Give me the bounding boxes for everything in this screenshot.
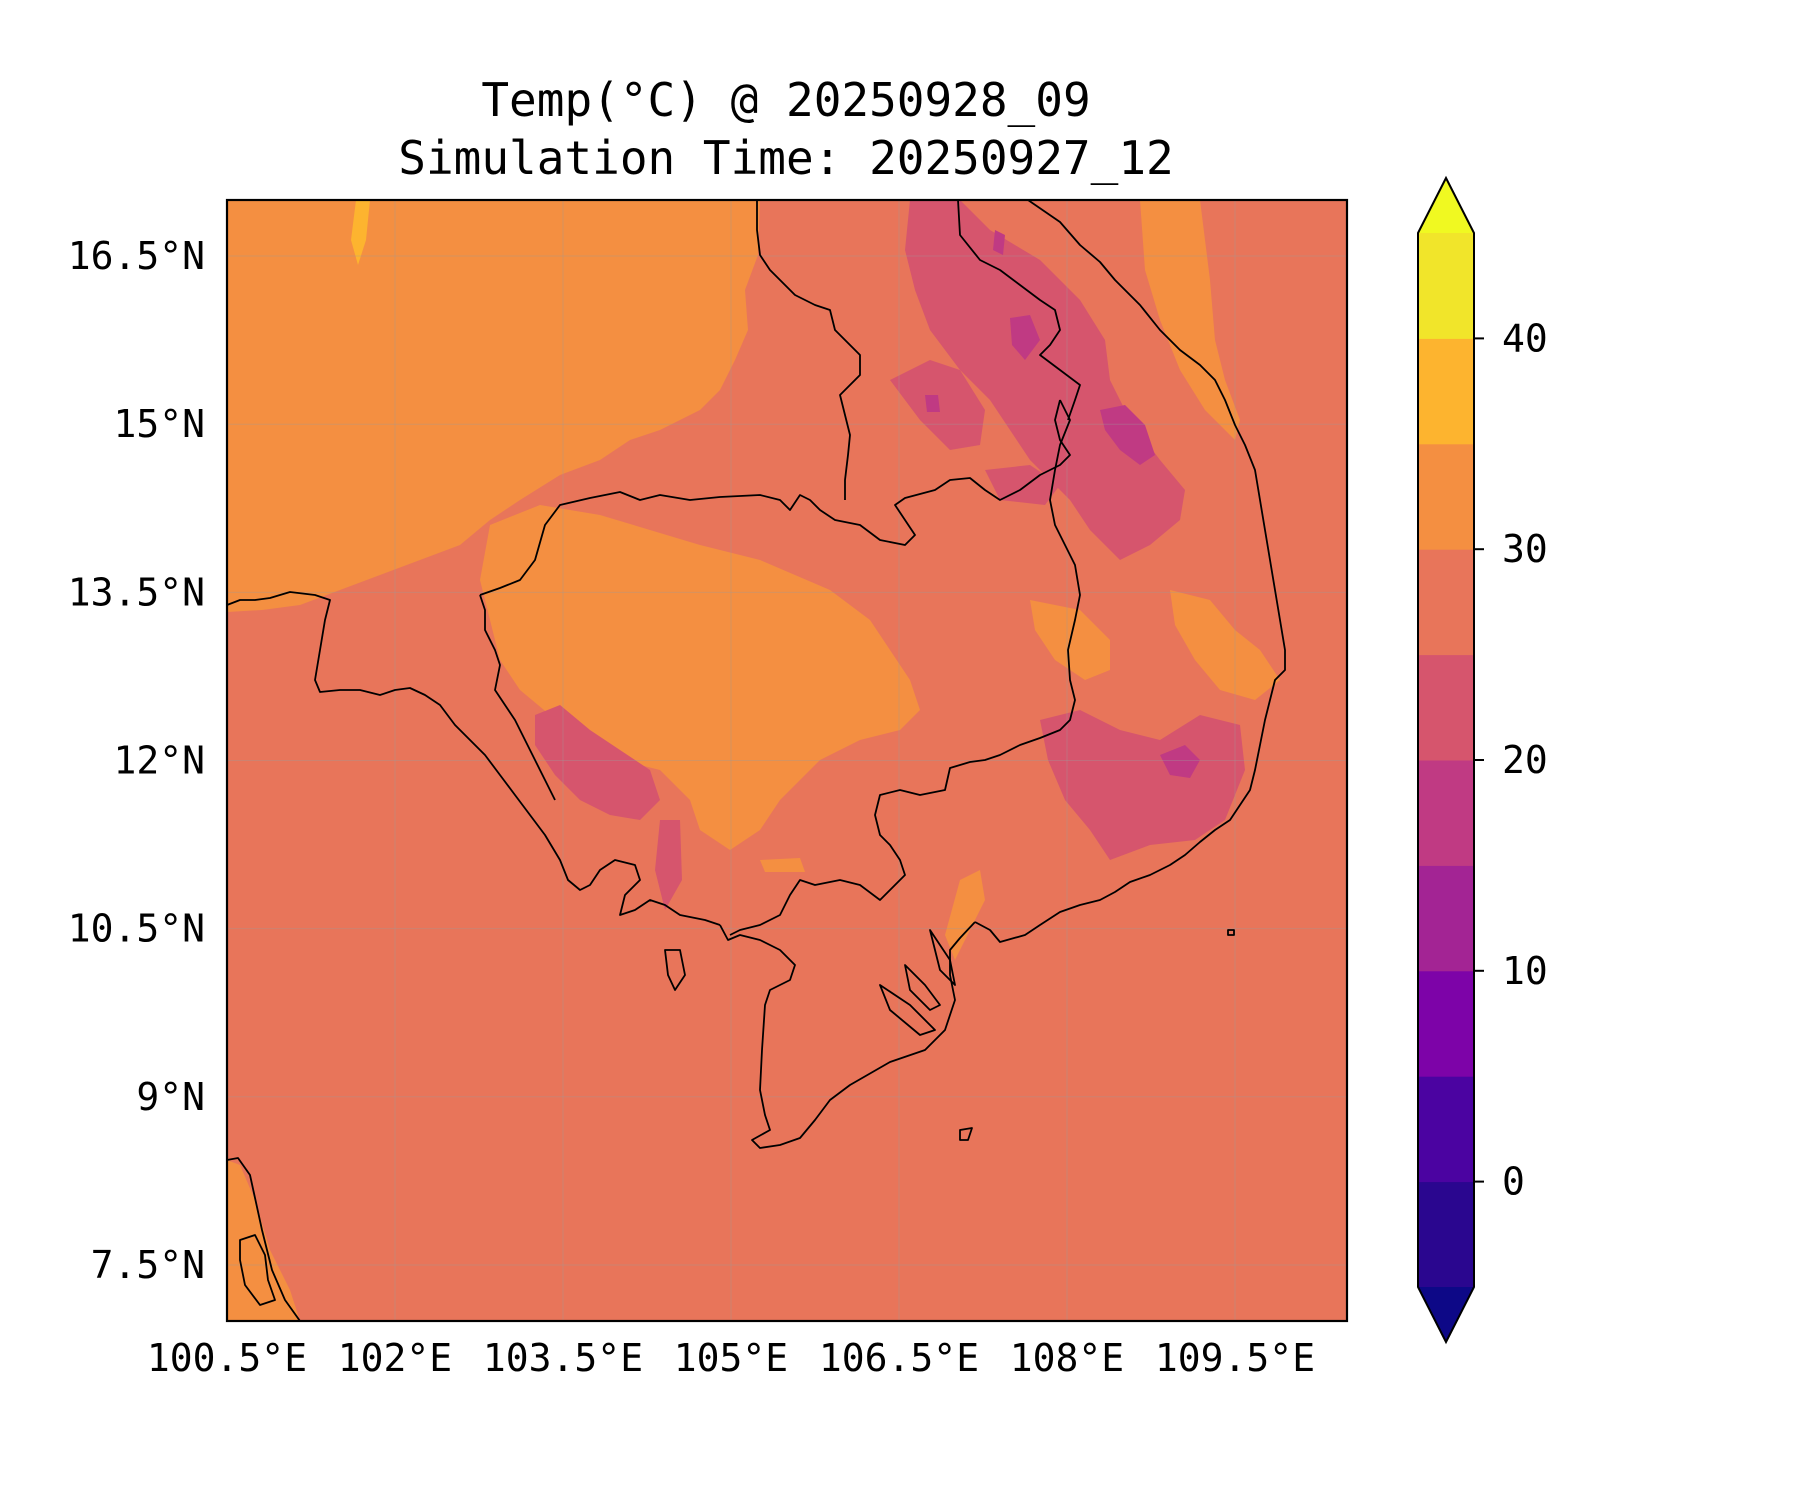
colorbar-bin — [1418, 654, 1474, 761]
colorbar-bin — [1418, 865, 1474, 972]
colorbar-bin — [1418, 233, 1474, 339]
y-tick-label: 16.5°N — [68, 234, 205, 278]
longitude-axis: 100.5°E 102°E 103.5°E 105°E 106.5°E 108°E 109.… — [147, 1336, 1315, 1380]
contour-20-25 — [535, 200, 1245, 910]
colorbar-bin — [1418, 338, 1474, 445]
colorbar-outline — [1417, 175, 1475, 1345]
x-tick-label: 109.5°E — [1155, 1336, 1315, 1380]
colorbar-tick-label: 20 — [1502, 738, 1548, 782]
colorbar-tick-label: 0 — [1502, 1160, 1525, 1204]
x-tick-label: 102°E — [338, 1336, 452, 1380]
colorbar-bin — [1418, 443, 1474, 550]
y-tick-label: 10.5°N — [68, 907, 205, 951]
y-tick-label: 12°N — [113, 739, 205, 783]
coastlines-and-borders — [227, 200, 1286, 1321]
map-frame — [225, 198, 1349, 1323]
map-panel — [227, 200, 1347, 1321]
colorbar-extend-max — [1418, 178, 1474, 233]
colorbar-tick-label: 40 — [1502, 316, 1548, 360]
contour-30-35 — [227, 200, 1280, 1321]
map-subtitle: Simulation Time: 20250927_12 — [398, 131, 1173, 185]
x-tick-label: 100.5°E — [147, 1336, 307, 1380]
x-tick-label: 106.5°E — [819, 1336, 979, 1380]
latitude-axis: 7.5°N 9°N 10.5°N 12°N 13.5°N 15°N 16.5°N — [68, 234, 205, 1287]
contour-15-20 — [925, 230, 1200, 778]
gridlines — [227, 200, 1347, 1321]
x-tick-label: 105°E — [674, 1336, 788, 1380]
colorbar-bin — [1418, 1181, 1474, 1288]
colorbar-tick-label: 10 — [1502, 949, 1548, 993]
y-tick-label: 15°N — [113, 402, 205, 446]
colorbar-bin — [1418, 1076, 1474, 1183]
x-tick-label: 103.5°E — [483, 1336, 643, 1380]
y-tick-label: 13.5°N — [68, 570, 205, 614]
colorbar-bin — [1418, 970, 1474, 1077]
map-title: Temp(°C) @ 20250928_09 — [481, 73, 1090, 127]
contour-35-40 — [351, 200, 370, 265]
x-tick-label: 108°E — [1010, 1336, 1124, 1380]
colorbar-extend-min — [1418, 1287, 1474, 1342]
colorbar: 0 10 20 30 40 — [1417, 175, 1548, 1345]
colorbar-bin — [1418, 549, 1474, 656]
colorbar-tick-label: 30 — [1502, 527, 1548, 571]
y-tick-label: 7.5°N — [91, 1243, 205, 1287]
colorbar-bin — [1418, 760, 1474, 866]
y-tick-label: 9°N — [136, 1075, 205, 1119]
